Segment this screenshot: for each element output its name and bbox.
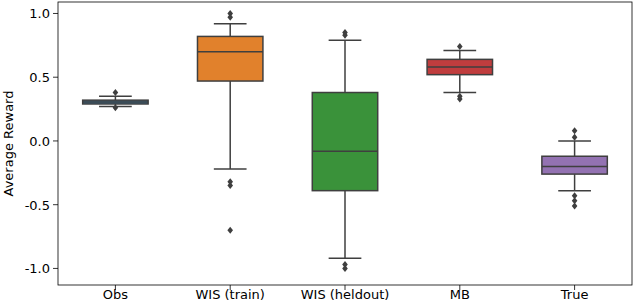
whisker-low — [229, 81, 231, 169]
cap-high — [214, 23, 247, 25]
median — [427, 66, 492, 68]
median — [312, 150, 377, 152]
cap-low — [329, 257, 362, 259]
whisker-high — [574, 141, 576, 156]
whisker-high — [344, 40, 346, 92]
box — [427, 59, 492, 74]
whisker-low — [574, 174, 576, 191]
y-tick-label: -1.0 — [25, 261, 50, 276]
x-tick-label: Obs — [103, 287, 128, 301]
cap-low — [214, 168, 247, 170]
outlier — [113, 89, 119, 96]
x-tick-label: WIS (heldout) — [301, 287, 390, 301]
whisker-high — [229, 24, 231, 37]
y-tick-label: 1.0 — [29, 6, 50, 21]
outlier — [572, 127, 578, 134]
y-tick — [53, 140, 58, 141]
outlier — [227, 14, 233, 21]
box — [542, 156, 607, 174]
outlier — [342, 32, 348, 39]
outlier — [457, 95, 463, 102]
box — [197, 36, 262, 81]
y-tick — [53, 204, 58, 205]
outlier — [342, 265, 348, 272]
y-axis-label: Average Reward — [1, 91, 16, 197]
y-tick-label: 0.5 — [29, 70, 50, 85]
median — [542, 166, 607, 168]
outlier — [457, 43, 463, 50]
box — [83, 100, 148, 104]
boxes — [83, 10, 608, 272]
y-tick — [53, 13, 58, 14]
y-tick — [53, 268, 58, 269]
plot-frame — [58, 2, 632, 285]
outlier — [572, 134, 578, 141]
chart: -1.0 -0.5 0.0 0.5 1.0 Average Reward Obs WIS (t… — [0, 0, 640, 301]
box — [312, 93, 377, 191]
whisker-low — [459, 75, 461, 93]
median — [197, 51, 262, 53]
whisker-high — [459, 50, 461, 59]
outlier — [113, 104, 119, 111]
y-tick-label: -0.5 — [25, 198, 50, 213]
y-tick-label: 0.0 — [29, 134, 50, 149]
cap-high — [329, 39, 362, 41]
whisker-low — [344, 191, 346, 259]
x-tick-label: True — [560, 287, 589, 301]
outlier — [227, 227, 233, 234]
y-tick — [53, 77, 58, 78]
x-tick-label: MB — [450, 287, 470, 301]
outlier — [227, 182, 233, 189]
outlier — [572, 202, 578, 209]
cap-low — [558, 190, 591, 192]
median — [83, 101, 148, 103]
x-tick-label: WIS (train) — [195, 287, 264, 301]
